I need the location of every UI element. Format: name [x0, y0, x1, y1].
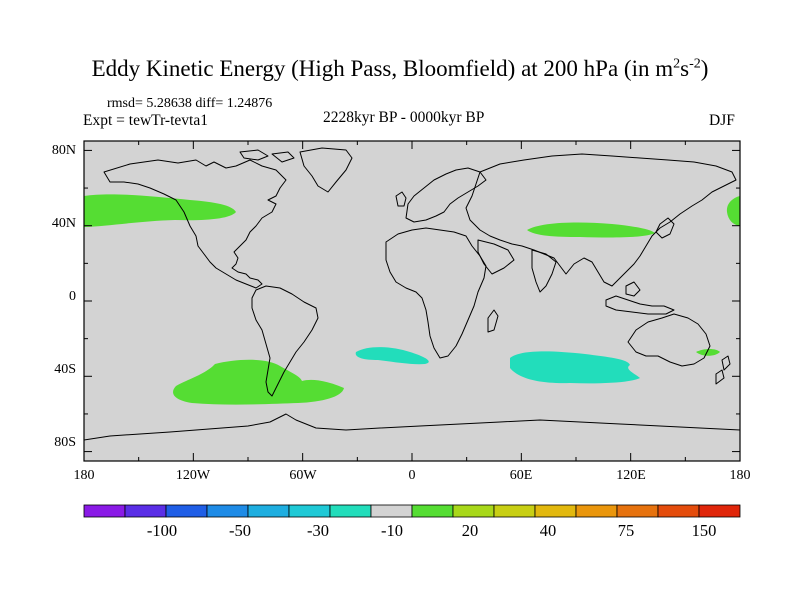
colorbar-swatch	[83, 504, 126, 518]
colorbar-swatch	[575, 504, 618, 518]
coastline-south-america	[251, 285, 319, 397]
colorbar-label-minus10: -10	[381, 521, 403, 540]
coastlines	[84, 147, 740, 441]
coastline-north-america	[103, 159, 287, 289]
north-pacific-positive	[84, 194, 236, 227]
coastline-india	[531, 249, 557, 293]
coastline-europe	[405, 167, 487, 223]
colorbar-swatch	[411, 504, 454, 518]
period-label: 2228kyr BP - 0000kyr BP	[323, 109, 485, 126]
colorbar-swatch	[534, 504, 577, 518]
stats-text: rmsd= 5.28638 diff= 1.24876	[107, 96, 273, 111]
colorbar-label-40: 40	[539, 521, 557, 540]
lon-label-120e: 120E	[616, 468, 646, 483]
colorbar-swatch	[288, 504, 331, 518]
map-background	[84, 141, 740, 461]
south-pacific-positive	[173, 359, 344, 405]
coastline-arctic-islands	[239, 149, 295, 163]
indian-ocean-negative	[510, 351, 640, 384]
tasman-positive	[696, 349, 720, 356]
colorbar-label-minus30: -30	[307, 521, 329, 540]
lat-label-80s: 80S	[54, 435, 76, 450]
colorbar-label-20: 20	[461, 521, 479, 540]
lon-label-120w: 120W	[175, 468, 211, 483]
longitude-ticks	[83, 141, 741, 461]
latitude-ticks	[84, 149, 740, 453]
colorbar-swatch	[206, 504, 249, 518]
coastline-africa	[385, 227, 487, 359]
lon-label-180e: 180	[729, 468, 751, 483]
colorbar-swatch	[124, 504, 167, 518]
asia-jet-positive	[527, 222, 655, 238]
lat-label-0: 0	[69, 289, 76, 304]
coastline-antarctica	[84, 413, 740, 441]
colorbar-swatch	[247, 504, 290, 518]
lat-label-80n: 80N	[51, 143, 76, 158]
coastline-asia	[465, 153, 737, 287]
dateline-positive	[726, 196, 740, 226]
colorbar-swatch	[329, 504, 372, 518]
colorbar-swatch	[370, 504, 413, 518]
colorbar-label-minus50: -50	[229, 521, 251, 540]
lat-label-40n: 40N	[51, 216, 76, 231]
lon-label-60e: 60E	[509, 468, 533, 483]
colorbar-label-minus100: -100	[146, 521, 178, 540]
south-atlantic-negative	[355, 347, 429, 365]
colorbar	[83, 504, 741, 518]
colorbar-label-75: 75	[617, 521, 635, 540]
coastline-madagascar	[487, 309, 499, 333]
coastline-indonesia	[605, 281, 675, 315]
colorbar-swatch	[452, 504, 495, 518]
lat-label-40s: 40S	[54, 362, 76, 377]
coastline-new-zealand	[715, 355, 731, 385]
coastline-japan	[655, 217, 675, 239]
lon-label-0: 0	[408, 468, 416, 483]
coastline-australia	[627, 313, 711, 367]
experiment-label: Expt = tewTr-tevta1	[83, 112, 208, 129]
colorbar-swatch	[698, 504, 741, 518]
colorbar-swatch	[165, 504, 208, 518]
season-label: DJF	[709, 112, 735, 129]
coastline-british-isles	[395, 191, 407, 207]
colorbar-swatch	[493, 504, 536, 518]
figure-title: Eddy Kinetic Energy (High Pass, Bloomfie…	[91, 56, 709, 81]
colorbar-label-150: 150	[691, 521, 717, 540]
colorbar-swatch	[616, 504, 659, 518]
coastline-arabia	[477, 239, 515, 275]
lon-label-60w: 60W	[289, 468, 317, 483]
coastline-greenland	[299, 147, 353, 193]
colorbar-swatch	[657, 504, 700, 518]
lon-label-180w: 180	[73, 468, 95, 483]
